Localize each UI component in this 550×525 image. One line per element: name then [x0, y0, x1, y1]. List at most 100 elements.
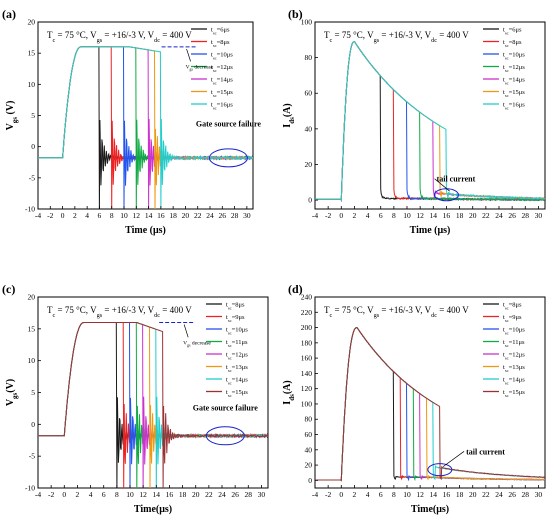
- y-tick-label: 60: [305, 430, 313, 439]
- y-tick-label: 200: [301, 323, 313, 332]
- chart-panel-b: (b)-4 -2 0 2 4 6 8 10 12 14 16 18 20 22 24 26 28 30020406…: [282, 7, 546, 236]
- x-tick-label: 18: [456, 211, 464, 220]
- x-tick-label: 4: [89, 490, 93, 499]
- y-tick-label: 0: [308, 196, 312, 205]
- x-tick-label: 4: [366, 211, 370, 220]
- y-tick-label: 240: [301, 293, 313, 302]
- tail-current-ellipse: [427, 463, 453, 477]
- x-tick-label: 20: [192, 490, 200, 499]
- x-tick-label: 4: [85, 211, 89, 220]
- chart-panel-a: (a)-4 -2 0 2 4 6 8 10 12 14 16 18 20 22 24 26 28 30-10-50…: [2, 7, 261, 236]
- legend-entry: tsc=6μs: [503, 27, 522, 36]
- legend-entry: tsc=15μs: [503, 89, 525, 98]
- panel-label: (a): [2, 7, 16, 21]
- series-line-tsc=15μs: [315, 327, 545, 482]
- failure-label: Gate source failure: [196, 120, 261, 129]
- legend-entry: tsc=10μs: [211, 52, 233, 61]
- y-tick-label: 5: [31, 388, 35, 397]
- y-tick-label: 220: [301, 308, 313, 317]
- legend-entry: tsc=12μs: [226, 352, 248, 361]
- y-tick-label: 10: [28, 356, 36, 365]
- x-tick-label: -2: [325, 490, 331, 499]
- y-tick-label: 20: [305, 461, 313, 470]
- x-tick-label: 10: [403, 211, 411, 220]
- x-axis-label: Time (μs): [125, 225, 166, 236]
- y-tick-label: 80: [305, 415, 313, 424]
- x-tick-label: 28: [231, 211, 239, 220]
- x-tick-label: 4: [366, 490, 370, 499]
- y-tick-label: 15: [28, 49, 36, 58]
- y-tick-label: 0: [31, 142, 35, 151]
- x-tick-label: 10: [403, 490, 411, 499]
- x-tick-label: 22: [205, 490, 213, 499]
- x-tick-label: 0: [62, 490, 66, 499]
- x-tick-label: 16: [157, 211, 165, 220]
- legend-entry: tsc=11μs: [503, 339, 525, 348]
- x-tick-label: 14: [153, 490, 161, 499]
- y-tick-label: 180: [301, 338, 313, 347]
- panel-label: (b): [288, 7, 303, 21]
- x-tick-label: 0: [339, 490, 343, 499]
- x-tick-label: -2: [48, 490, 54, 499]
- x-tick-label: -2: [47, 211, 53, 220]
- x-tick-label: 2: [76, 490, 80, 499]
- x-tick-label: 6: [379, 490, 383, 499]
- y-tick-label: 120: [301, 384, 313, 393]
- x-tick-label: 8: [115, 490, 119, 499]
- legend-entry: tsc=12μs: [211, 64, 233, 73]
- x-tick-label: 20: [182, 211, 190, 220]
- x-tick-label: 8: [392, 490, 396, 499]
- plot-frame: [314, 21, 546, 210]
- vgs-decrease-arrow: [186, 48, 191, 62]
- y-tick-label: 20: [28, 293, 36, 302]
- series-line-tsc=10μs: [38, 46, 253, 209]
- x-tick-label: 28: [522, 211, 530, 220]
- x-tick-label: 18: [179, 490, 187, 499]
- series-line-tsc=12μs: [38, 46, 253, 209]
- legend-entry: tsc=10μs: [226, 327, 248, 336]
- x-tick-label: 16: [166, 490, 174, 499]
- x-tick-label: 14: [430, 211, 438, 220]
- failure-label: Gate source failure: [193, 403, 258, 412]
- y-tick-label: 140: [301, 369, 313, 378]
- legend-entry: tsc=13μs: [503, 364, 525, 373]
- y-axis-label: Vgs(V): [5, 379, 19, 406]
- x-tick-label: 30: [258, 490, 266, 499]
- y-tick-label: 0: [308, 476, 312, 485]
- tail-current-label: tail current: [466, 447, 505, 456]
- legend-entry: tsc=12μs: [503, 64, 525, 73]
- y-tick-label: 80: [305, 53, 313, 62]
- plot-area: [315, 41, 545, 202]
- y-axis-label: Ids(A): [282, 103, 296, 127]
- tail-current-label: tail current: [437, 175, 476, 184]
- plot-frame: [314, 296, 546, 489]
- y-tick-label: 15: [28, 324, 36, 333]
- series-line-tsc=8μs: [38, 46, 253, 209]
- chart-panel-c: (c)-4 -2 0 2 4 6 8 10 12 14 16 18 20 22 24 26 28 30-10-50…: [2, 282, 269, 515]
- tail-current-arrow: [434, 178, 450, 192]
- y-axis-label: Ids(A): [282, 380, 296, 404]
- legend-entry: tsc=8μs: [503, 39, 522, 48]
- x-tick-label: 30: [535, 490, 543, 499]
- x-tick-label: 2: [353, 490, 357, 499]
- x-tick-label: 10: [126, 490, 134, 499]
- vgs-decrease-arrow: [183, 324, 189, 338]
- legend-entry: tsc=14μs: [226, 377, 248, 386]
- failure-ellipse: [205, 426, 245, 446]
- x-tick-label: 6: [98, 211, 102, 220]
- series-line-tsc=16μs: [315, 41, 545, 202]
- panel-label: (d): [288, 282, 303, 296]
- x-tick-label: 26: [231, 490, 239, 499]
- x-tick-label: -4: [312, 211, 318, 220]
- x-tick-label: 2: [353, 211, 357, 220]
- x-tick-label: 30: [243, 211, 251, 220]
- y-tick-label: 10: [28, 80, 36, 89]
- x-tick-label: 6: [102, 490, 106, 499]
- legend-entry: tsc=10μs: [503, 327, 525, 336]
- x-tick-label: 16: [443, 211, 451, 220]
- x-tick-label: 18: [169, 211, 177, 220]
- legend-entry: tsc=8μs: [211, 39, 230, 48]
- x-tick-label: 24: [495, 490, 503, 499]
- legend-entry: tsc=15μs: [503, 389, 525, 398]
- legend-entry: tsc=8μs: [503, 302, 522, 311]
